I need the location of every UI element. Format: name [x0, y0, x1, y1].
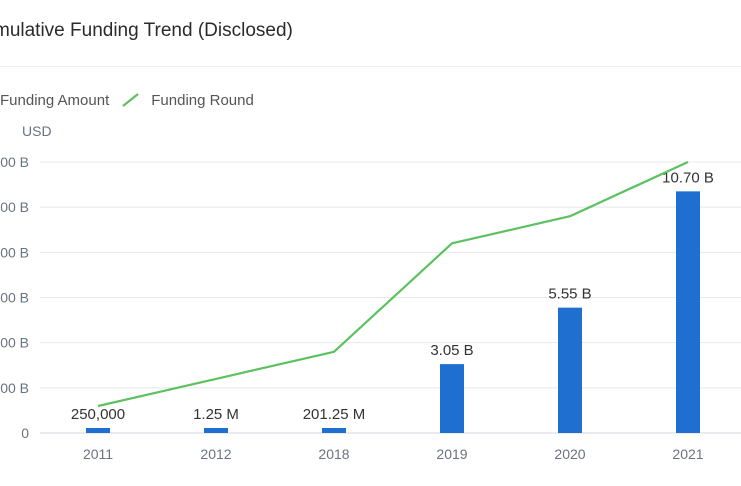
x-tick-label: 2021 [672, 446, 703, 462]
bar [676, 191, 700, 433]
series-line-funding-round [97, 161, 689, 408]
y-tick-label: 0 [21, 425, 29, 441]
x-tick-label: 2020 [554, 446, 585, 462]
chart-legend: Funding Amount Funding Round [0, 90, 254, 110]
bar [86, 428, 110, 433]
y-tick-label: 00 B [0, 335, 29, 351]
y-axis-unit: USD [22, 123, 52, 139]
y-tick-label: 00 B [0, 199, 29, 215]
bar [322, 428, 346, 433]
legend-item-funding-round[interactable]: Funding Round [109, 92, 254, 109]
y-tick-label: 00 B [0, 154, 29, 170]
data-label: 10.70 B [662, 169, 714, 186]
bar [440, 364, 464, 433]
data-label: 1.25 M [193, 406, 239, 423]
x-tick-label: 2019 [436, 446, 467, 462]
x-tick-label: 2018 [318, 446, 349, 462]
header-divider [0, 66, 741, 67]
legend-item-funding-amount[interactable]: Funding Amount [0, 92, 109, 109]
legend-label-funding-amount: Funding Amount [0, 91, 110, 109]
y-tick-label: 00 B [0, 244, 29, 260]
data-label: 3.05 B [430, 342, 473, 359]
bar [558, 307, 582, 433]
legend-label-funding-round: Funding Round [151, 91, 254, 109]
data-label: 201.25 M [303, 406, 366, 423]
y-tick-label: 00 B [0, 380, 29, 396]
bar [204, 428, 228, 433]
x-tick-label: 2012 [200, 446, 231, 462]
x-tick-label: 2011 [83, 446, 113, 462]
data-label: 5.55 B [548, 286, 591, 303]
chart-title: mulative Funding Trend (Disclosed) [0, 20, 293, 41]
y-tick-label: 00 B [0, 290, 29, 306]
line-swatch-icon [122, 93, 139, 107]
data-label: 250,000 [71, 406, 125, 423]
